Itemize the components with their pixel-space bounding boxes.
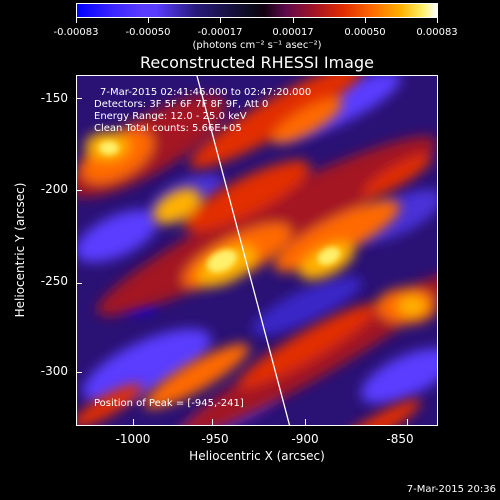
y-tick-label: -200 (40, 182, 68, 196)
x-axis-label: Heliocentric X (arcsec) (189, 449, 325, 463)
y-tick-label: -300 (40, 364, 68, 378)
x-tick (407, 419, 408, 425)
y-tick (76, 372, 82, 373)
chart-title: Reconstructed RHESSI Image (140, 53, 374, 72)
y-tick-label: -250 (40, 274, 68, 288)
colorbar-tick-label: -0.00050 (125, 27, 171, 38)
footer-timestamp: 7-Mar-2015 20:36 (406, 484, 496, 495)
colorbar (76, 3, 438, 18)
y-tick (76, 190, 82, 191)
detectors-annotation: Detectors: 3F 5F 6F 7F 8F 9F, Att 0 (94, 99, 269, 110)
x-tick-label: -950 (201, 432, 229, 446)
limb-line (196, 76, 291, 425)
colorbar-tick-label: 0.00017 (272, 27, 314, 38)
y-tick (76, 98, 82, 99)
x-tick-label: -900 (291, 432, 319, 446)
heatmap-svg (77, 76, 437, 425)
colorbar-tick-label: 0.00050 (344, 27, 386, 38)
y-tick (76, 283, 82, 284)
y-tick-label: -150 (40, 91, 68, 105)
y-axis-label: Heliocentric Y (arcsec) (13, 182, 27, 318)
time-range-annotation: 7-Mar-2015 02:41:46.000 to 02:47:20.000 (100, 87, 312, 98)
peak-core (99, 141, 341, 273)
heatmap-plot-area (76, 75, 438, 426)
colorbar-tick-label: 0.00083 (416, 27, 458, 38)
colorbar-units: (photons cm⁻² s⁻¹ asec⁻²) (192, 40, 322, 51)
colorbar-tick-label: -0.00083 (53, 27, 99, 38)
colorbar-ticks (0, 0, 500, 40)
x-tick-label: -1000 (115, 432, 151, 446)
colorbar-tick-label: -0.00017 (197, 27, 243, 38)
positive-bands (77, 76, 437, 425)
x-tick (133, 419, 134, 425)
total-counts-annotation: Clean Total counts: 5.66E+05 (94, 123, 242, 134)
peak-position-annotation: Position of Peak = [-945,-241] (94, 398, 244, 409)
energy-range-annotation: Energy Range: 12.0 - 25.0 keV (94, 111, 247, 122)
x-tick-label: -850 (386, 432, 414, 446)
x-tick (305, 419, 306, 425)
x-tick (212, 419, 213, 425)
